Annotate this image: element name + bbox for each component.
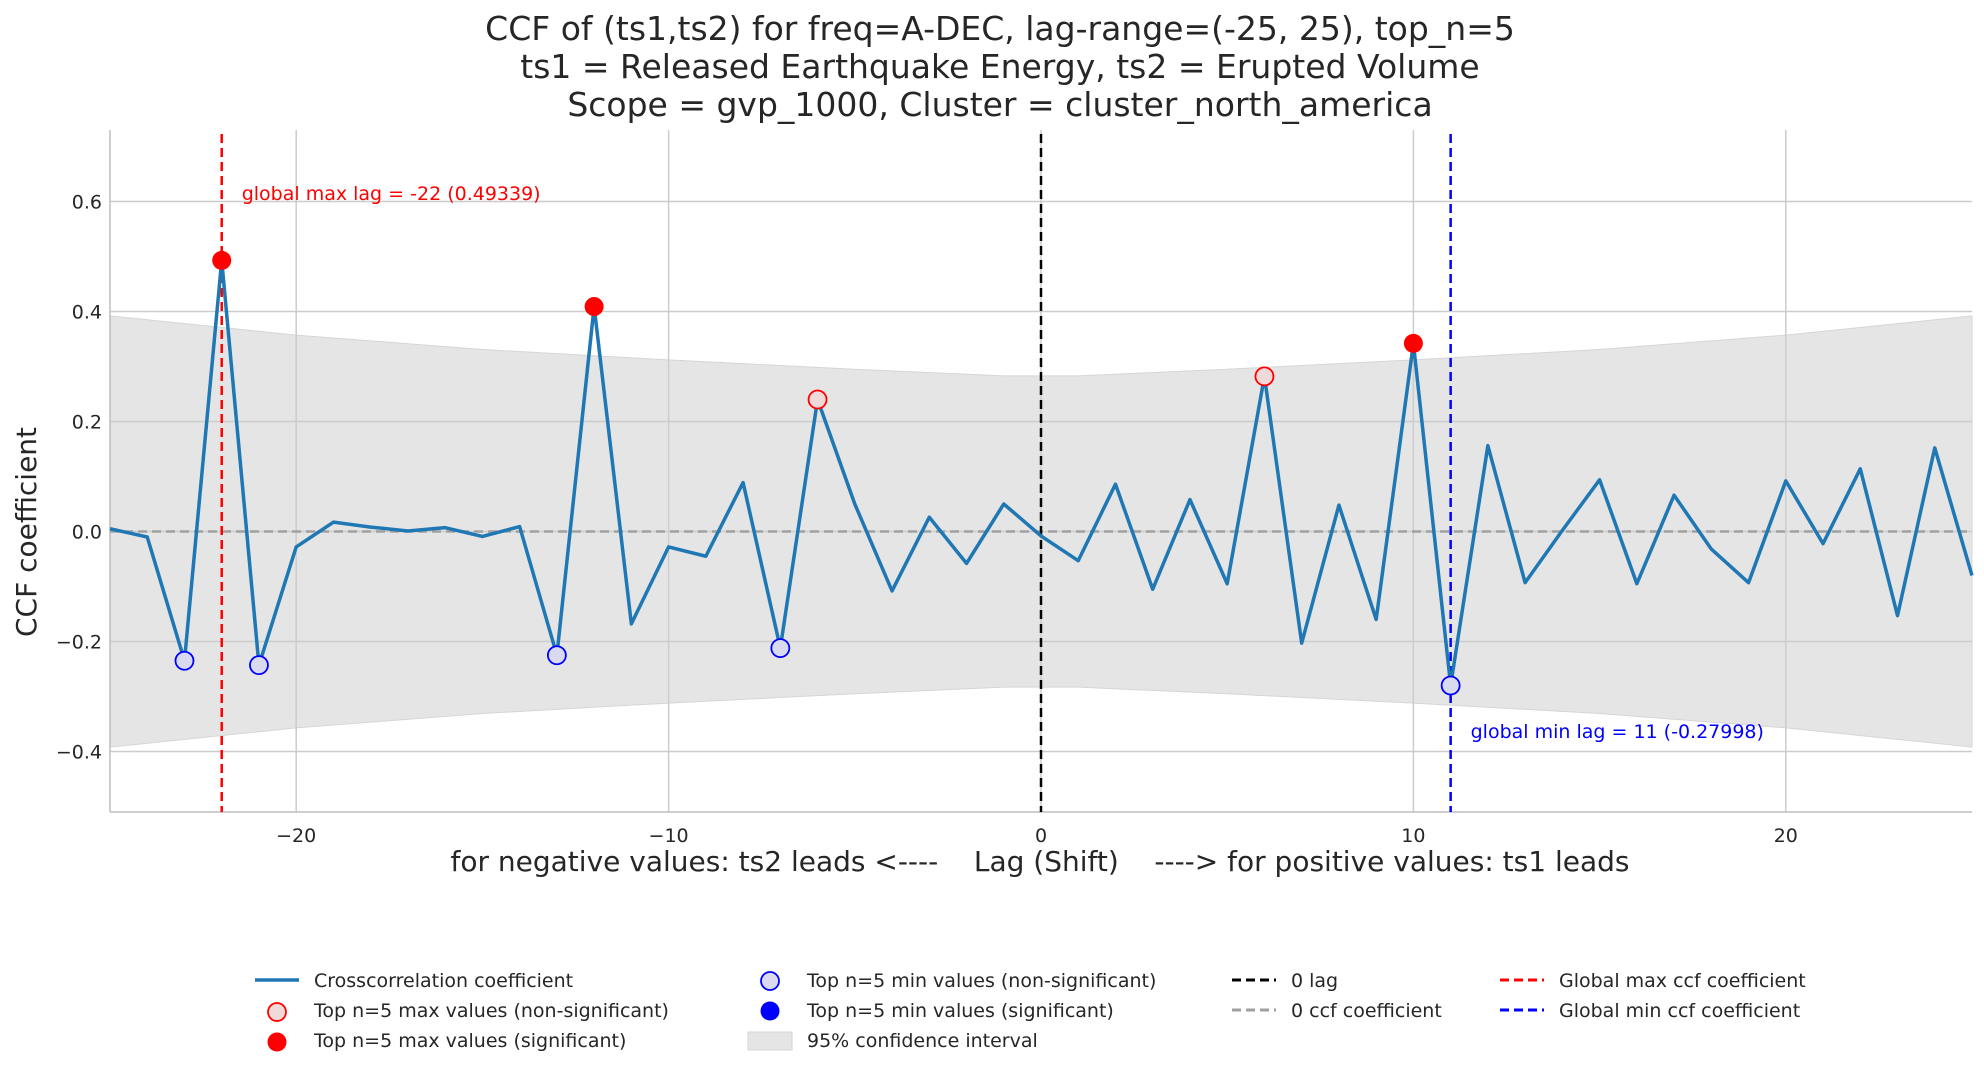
top-min-nonsig-point: [249, 655, 269, 676]
top-max-nonsig-point: [807, 389, 828, 410]
y-axis-label: CCF coefficient: [10, 427, 43, 637]
title-line-2: ts1 = Released Earthquake Energy, ts2 = …: [520, 47, 1479, 86]
global-max-annotation: global max lag = -22 (0.49339): [242, 183, 541, 205]
legend-handle-ci: [747, 1031, 793, 1051]
y-tick-label: 0.2: [72, 412, 102, 434]
legend-entry-min-sig: Top n=5 min values (significant): [760, 1000, 1114, 1022]
legend-entry-max-nonsig: Top n=5 max values (non-significant): [267, 1000, 669, 1022]
y-tick-label: −0.2: [56, 632, 102, 654]
legend-entry-line: Crosscorrelation coefficient: [255, 970, 573, 992]
legend-label: Top n=5 max values (significant): [313, 1030, 626, 1052]
legend-label: Global min ccf coefficient: [1559, 1000, 1800, 1022]
y-tick-label: 0.0: [72, 522, 102, 544]
legend-handle-min-nonsig: [760, 971, 780, 991]
legend-label: 0 ccf coefficient: [1291, 1000, 1442, 1022]
x-tick-label: 20: [1774, 825, 1798, 847]
plot-area: −20 −10 0 10 20 −0.4 −0.2 0.0 0.2 0.4 0.6 global ma…: [56, 130, 1974, 847]
legend-label: Crosscorrelation coefficient: [314, 970, 573, 992]
legend-handle-min-sig: [760, 1001, 780, 1021]
top-max-nonsig-point: [1254, 366, 1275, 387]
x-tick-label: −20: [276, 825, 316, 847]
top-max-sig-point: [212, 250, 232, 270]
legend-entry-min-nonsig: Top n=5 min values (non-significant): [760, 970, 1156, 992]
legend-label: Top n=5 min values (non-significant): [806, 970, 1156, 992]
legend-label: Global max ccf coefficient: [1559, 970, 1806, 992]
legend-label: 95% confidence interval: [807, 1030, 1038, 1052]
legend-handle-max-sig: [267, 1032, 287, 1052]
x-axis-label: for negative values: ts2 leads <---- Lag…: [451, 845, 1630, 878]
top-min-nonsig-point: [546, 645, 567, 666]
legend-label: 0 lag: [1291, 970, 1338, 992]
legend-label: Top n=5 max values (non-significant): [313, 1000, 669, 1022]
chart-title: CCF of (ts1,ts2) for freq=A-DEC, lag-ran…: [485, 9, 1515, 124]
title-line-3: Scope = gvp_1000, Cluster = cluster_nort…: [567, 85, 1432, 124]
x-tick-label: −10: [649, 825, 689, 847]
y-tick-label: −0.4: [56, 742, 102, 764]
legend-entry-max-sig: Top n=5 max values (significant): [267, 1030, 626, 1052]
legend-handle-max-nonsig: [267, 1002, 287, 1022]
legend-label: Top n=5 min values (significant): [806, 1000, 1114, 1022]
ccf-series-line: [109, 258, 1974, 688]
legend: Crosscorrelation coefficient Top n=5 max …: [255, 970, 1806, 1052]
legend-entry-ci: 95% confidence interval: [747, 1030, 1038, 1052]
x-tick-label: 0: [1035, 825, 1047, 847]
y-tick-label: 0.4: [72, 302, 102, 324]
top-min-nonsig-point: [174, 650, 195, 671]
top-min-nonsig-point: [1440, 675, 1461, 696]
legend-entry-global-min: Global min ccf coefficient: [1500, 1000, 1800, 1022]
legend-entry-zero-ccf: 0 ccf coefficient: [1232, 1000, 1442, 1022]
title-line-1: CCF of (ts1,ts2) for freq=A-DEC, lag-ran…: [485, 9, 1515, 48]
y-tick-label: 0.6: [72, 192, 102, 214]
legend-entry-zero-lag: 0 lag: [1232, 970, 1338, 992]
top-max-sig-point: [1403, 333, 1423, 353]
top-max-sig-point: [584, 297, 604, 317]
x-tick-label: 10: [1401, 825, 1425, 847]
global-min-annotation: global min lag = 11 (-0.27998): [1471, 721, 1764, 743]
top-min-nonsig-point: [770, 638, 791, 658]
legend-entry-global-max: Global max ccf coefficient: [1500, 970, 1806, 992]
